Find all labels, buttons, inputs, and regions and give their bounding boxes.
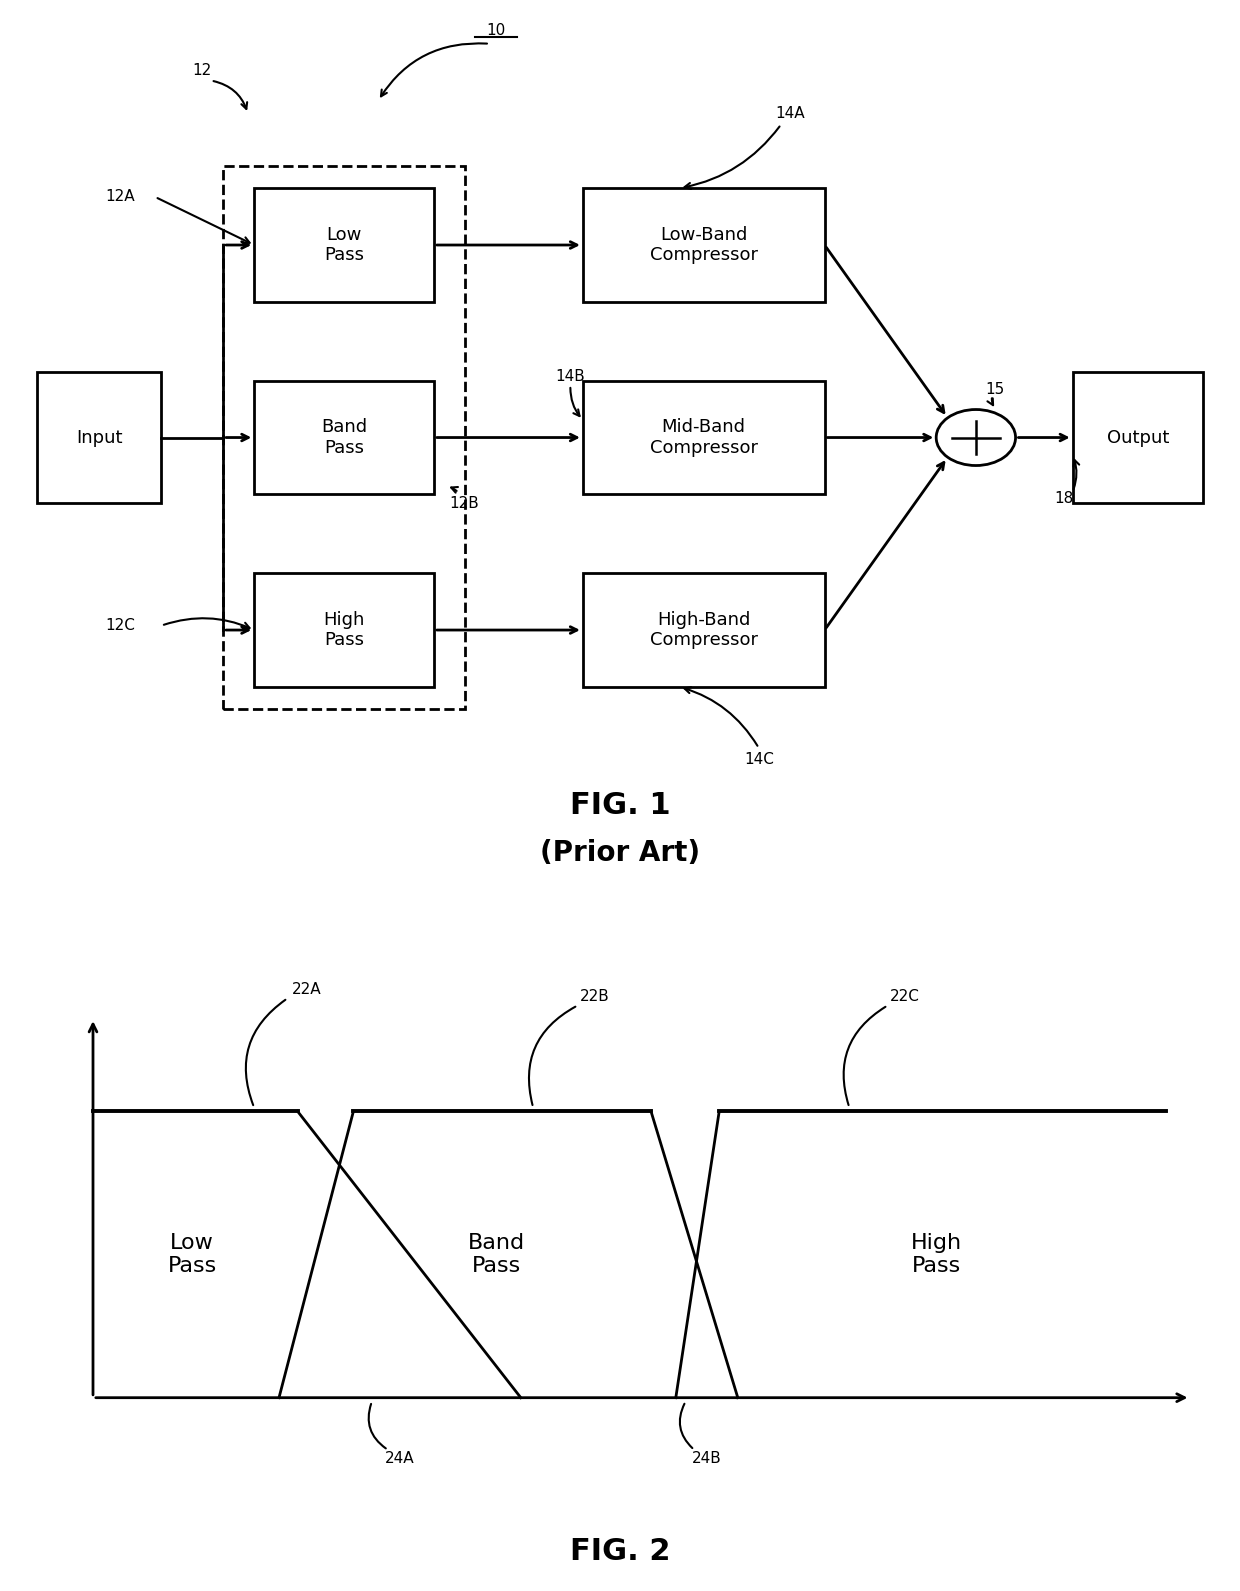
Text: 14B: 14B	[556, 369, 585, 383]
Text: 14A: 14A	[775, 107, 805, 121]
Text: 24B: 24B	[692, 1451, 722, 1465]
Text: Low
Pass: Low Pass	[324, 226, 365, 264]
Bar	[254, 188, 434, 302]
Text: 24A: 24A	[384, 1451, 414, 1465]
Bar	[583, 380, 825, 495]
Text: FIG. 1: FIG. 1	[569, 791, 671, 819]
Bar	[254, 380, 434, 495]
Text: 10: 10	[486, 24, 506, 38]
Text: High
Pass: High Pass	[910, 1233, 962, 1276]
Text: 22B: 22B	[580, 990, 610, 1004]
Text: 18: 18	[1054, 492, 1074, 506]
Text: 12B: 12B	[449, 496, 479, 511]
Text: 22C: 22C	[890, 990, 920, 1004]
Text: Low
Pass: Low Pass	[167, 1233, 217, 1276]
Text: High
Pass: High Pass	[324, 611, 365, 649]
Bar	[583, 188, 825, 302]
Text: 14C: 14C	[744, 753, 774, 767]
Text: Band
Pass: Band Pass	[321, 418, 367, 457]
Bar	[583, 573, 825, 687]
Bar	[37, 372, 161, 503]
Text: 12C: 12C	[105, 619, 135, 633]
Text: Low-Band
Compressor: Low-Band Compressor	[650, 226, 758, 264]
Text: Band
Pass: Band Pass	[467, 1233, 525, 1276]
Text: 12A: 12A	[105, 189, 135, 204]
Bar	[254, 573, 434, 687]
Text: 15: 15	[986, 382, 1006, 396]
Bar	[223, 165, 465, 710]
Text: (Prior Art): (Prior Art)	[539, 838, 701, 867]
Text: Input: Input	[76, 428, 123, 447]
Text: Output: Output	[1106, 428, 1169, 447]
Text: FIG. 2: FIG. 2	[569, 1537, 671, 1566]
Text: Mid-Band
Compressor: Mid-Band Compressor	[650, 418, 758, 457]
Text: 12: 12	[192, 62, 212, 78]
Text: 22A: 22A	[291, 982, 321, 998]
Text: High-Band
Compressor: High-Band Compressor	[650, 611, 758, 649]
Bar	[1073, 372, 1203, 503]
